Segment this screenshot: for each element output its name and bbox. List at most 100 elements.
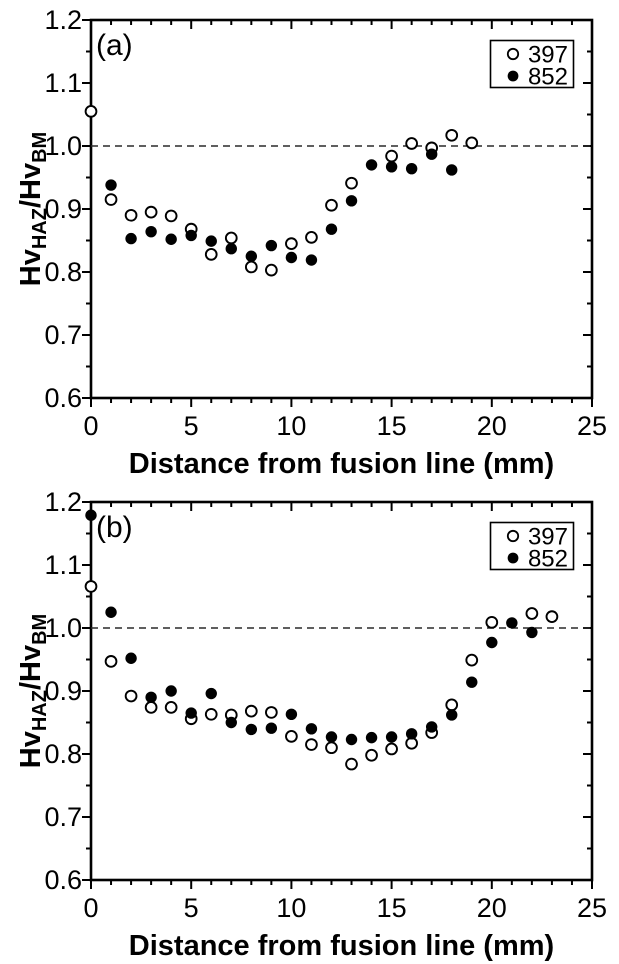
axis-ticks: [82, 19, 593, 407]
data-point-852: [325, 223, 338, 235]
x-tick-label: 5: [184, 411, 199, 441]
data-point-397: [164, 701, 178, 714]
y-tick-label: 0.8: [44, 257, 82, 287]
data-point-852: [105, 179, 117, 191]
legend-label: 397: [528, 42, 568, 69]
series-397: [84, 580, 559, 771]
y-tick-label: 1.0: [44, 613, 82, 643]
data-point-852: [105, 606, 117, 618]
data-point-852: [425, 721, 438, 733]
series-852: [105, 148, 458, 266]
data-point-397: [345, 757, 358, 771]
data-point-852: [466, 676, 478, 688]
data-point-397: [285, 730, 298, 743]
y-tick-label: 1.2: [44, 487, 82, 517]
legend-box: [489, 39, 575, 89]
data-point-397: [104, 655, 118, 668]
data-point-397: [244, 704, 258, 718]
legend-marker-open: [506, 47, 520, 61]
data-point-852: [225, 242, 237, 255]
data-point-852: [285, 251, 298, 264]
data-point-852: [506, 617, 518, 629]
y-axis-title: HvHAZ/HvBM: [15, 132, 51, 286]
legend-marker-open: [506, 529, 520, 543]
data-point-397: [124, 208, 138, 222]
data-point-397: [204, 248, 218, 261]
data-point-397: [144, 205, 158, 219]
data-point-852: [365, 159, 378, 171]
data-point-397: [345, 176, 358, 190]
data-point-397: [305, 738, 318, 751]
y-tick-label: 0.9: [44, 194, 82, 224]
panel-a: 0 5 10 15 20 25 0.6 0.7 0.8 0.9 1.0 1.1 1.2 Distance …: [15, 5, 607, 480]
data-point-397: [305, 231, 318, 244]
data-point-397: [124, 689, 138, 703]
data-point-397: [204, 707, 218, 721]
data-point-397: [445, 128, 459, 142]
data-point-852: [145, 691, 157, 703]
x-axis-title: Distance from fusion line (mm): [129, 930, 554, 962]
data-point-397: [84, 104, 98, 118]
data-point-397: [465, 653, 479, 667]
y-tick-label: 0.6: [44, 865, 82, 895]
data-point-397: [545, 610, 559, 624]
data-point-852: [285, 708, 298, 721]
x-tick-label: 25: [577, 411, 607, 441]
x-tick-label: 20: [477, 893, 507, 923]
x-tick-label: 15: [377, 893, 407, 923]
x-tick-label: 10: [276, 893, 306, 923]
data-point-852: [345, 195, 358, 207]
data-point-852: [486, 636, 498, 649]
data-point-397: [164, 209, 178, 223]
data-point-397: [385, 742, 398, 756]
panel-letter: (a): [96, 29, 133, 62]
data-point-852: [385, 731, 398, 743]
data-point-852: [526, 626, 538, 639]
data-point-852: [425, 148, 438, 160]
data-point-397: [265, 263, 278, 277]
data-point-852: [245, 250, 258, 262]
y-tick-label: 1.2: [44, 5, 82, 35]
panel-b: 0 5 10 15 20 25 0.6 0.7 0.8 0.9 1.0 1.1 1.2 Distance …: [0, 482, 619, 964]
data-point-397: [285, 237, 298, 251]
data-point-852: [446, 709, 458, 721]
x-tick-label: 0: [83, 411, 98, 441]
data-point-852: [265, 239, 278, 252]
data-point-852: [145, 225, 157, 238]
data-point-852: [385, 161, 398, 173]
x-tick-label: 0: [83, 893, 98, 923]
panel-letter: (b): [96, 511, 133, 544]
data-point-397: [365, 748, 378, 762]
legend-box: [489, 521, 575, 571]
data-point-397: [485, 615, 499, 629]
chart-b: 0 5 10 15 20 25 0.6 0.7 0.8 0.9 1.0 1.1 1.2 Distance …: [15, 487, 607, 962]
legend-marker-filled: [507, 552, 519, 564]
legend-label: 852: [528, 64, 568, 91]
data-point-397: [385, 149, 398, 163]
data-point-852: [205, 235, 217, 247]
legend-marker-filled: [507, 70, 519, 82]
series-852: [85, 509, 538, 746]
data-point-852: [165, 233, 177, 245]
y-tick-label: 1.1: [44, 68, 82, 98]
x-tick-label: 20: [477, 411, 507, 441]
y-tick-label: 0.7: [44, 802, 82, 832]
series-397: [84, 104, 479, 277]
data-point-397: [84, 580, 98, 593]
data-point-852: [325, 731, 338, 743]
y-tick-label: 0.9: [44, 676, 82, 706]
x-tick-label: 15: [377, 411, 407, 441]
y-axis-title: HvHAZ/HvBM: [15, 614, 51, 768]
y-tick-label: 0.8: [44, 739, 82, 769]
data-point-397: [144, 701, 158, 714]
y-tick-label: 1.0: [44, 131, 82, 161]
data-point-852: [446, 164, 458, 176]
x-axis-title: Distance from fusion line (mm): [129, 448, 554, 480]
data-point-397: [525, 607, 539, 620]
y-tick-label: 1.1: [44, 550, 82, 580]
chart-a: 0 5 10 15 20 25 0.6 0.7 0.8 0.9 1.0 1.1 1.2 Distance …: [15, 5, 607, 480]
data-point-852: [345, 733, 358, 746]
